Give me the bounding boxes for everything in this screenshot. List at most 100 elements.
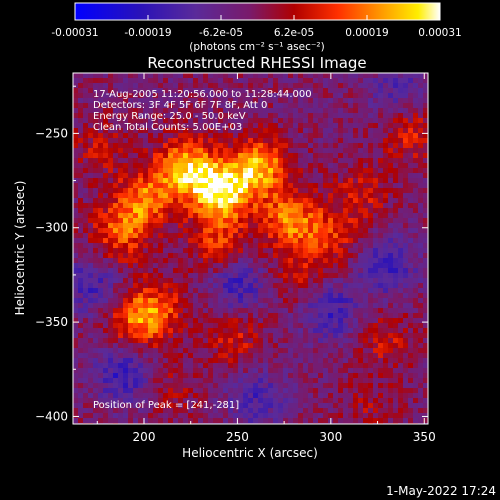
heatmap-cell <box>303 248 308 253</box>
colorbar-ticks: -0.00031 -0.00019 -6.2e-05 6.2e-05 0.00019 0.… <box>51 15 462 39</box>
heatmap-cell <box>188 313 193 318</box>
heatmap-cell <box>248 98 253 103</box>
heatmap-cell <box>178 148 183 153</box>
heatmap-cell <box>103 143 108 148</box>
heatmap-cell <box>198 388 203 393</box>
heatmap-cell <box>318 338 323 343</box>
heatmap-cell <box>128 163 133 168</box>
heatmap-cell <box>158 93 163 98</box>
heatmap-cell <box>283 353 288 358</box>
heatmap-cell <box>353 413 358 418</box>
heatmap-cell <box>283 368 288 373</box>
heatmap-cell <box>238 373 243 378</box>
heatmap-cell <box>268 223 273 228</box>
heatmap-cell <box>403 153 408 158</box>
heatmap-cell <box>188 248 193 253</box>
heatmap-cell <box>308 158 313 163</box>
heatmap-cell <box>343 203 348 208</box>
heatmap-cell <box>183 268 188 273</box>
heatmap-cell <box>288 243 293 248</box>
heatmap-cell <box>133 383 138 388</box>
heatmap-cell <box>373 223 378 228</box>
heatmap-cell <box>373 313 378 318</box>
heatmap-cell <box>253 288 258 293</box>
heatmap-cell <box>293 413 298 418</box>
heatmap-cell <box>168 373 173 378</box>
heatmap-cell <box>353 108 358 113</box>
heatmap-cell <box>413 393 418 398</box>
heatmap-cell <box>333 73 338 78</box>
heatmap-cell <box>113 158 118 163</box>
heatmap-cell <box>128 378 133 383</box>
heatmap-cell <box>173 133 178 138</box>
heatmap-cell <box>293 78 298 83</box>
heatmap-cell <box>208 238 213 243</box>
heatmap-cell <box>148 113 153 118</box>
heatmap-cell <box>158 123 163 128</box>
heatmap-cell <box>148 373 153 378</box>
heatmap-cell <box>303 263 308 268</box>
heatmap-cell <box>403 168 408 173</box>
heatmap-cell <box>113 163 118 168</box>
heatmap-cell <box>333 88 338 93</box>
heatmap-cell <box>73 268 78 273</box>
heatmap-cell <box>313 368 318 373</box>
heatmap-cell <box>153 278 158 283</box>
heatmap-cell <box>388 378 393 383</box>
heatmap-cell <box>353 178 358 183</box>
heatmap-cell <box>213 283 218 288</box>
heatmap-cell <box>158 313 163 318</box>
heatmap-cell <box>408 298 413 303</box>
heatmap-cell <box>168 243 173 248</box>
heatmap-cell <box>288 288 293 293</box>
heatmap-cell <box>143 168 148 173</box>
heatmap-cell <box>283 403 288 408</box>
heatmap-cell <box>93 153 98 158</box>
heatmap-cell <box>173 93 178 98</box>
chart-title: Reconstructed RHESSI Image <box>147 54 366 72</box>
heatmap-cell <box>248 388 253 393</box>
heatmap-cell <box>328 373 333 378</box>
heatmap-cell <box>323 233 328 238</box>
heatmap-cell <box>228 83 233 88</box>
heatmap-cell <box>93 183 98 188</box>
heatmap-cell <box>358 223 363 228</box>
heatmap-cell <box>268 418 273 423</box>
heatmap-cell <box>208 333 213 338</box>
heatmap-cell <box>188 213 193 218</box>
heatmap-cell <box>203 373 208 378</box>
heatmap-cell <box>333 298 338 303</box>
heatmap-cell <box>413 398 418 403</box>
heatmap-cell <box>163 403 168 408</box>
heatmap-cell <box>333 408 338 413</box>
heatmap-cell <box>113 238 118 243</box>
heatmap-cell <box>103 223 108 228</box>
heatmap-cell <box>168 348 173 353</box>
heatmap-cell <box>333 208 338 213</box>
heatmap-cell <box>248 233 253 238</box>
heatmap-cell <box>363 118 368 123</box>
heatmap-cell <box>378 268 383 273</box>
heatmap-cell <box>153 373 158 378</box>
heatmap-cell <box>343 363 348 368</box>
heatmap-cell <box>283 253 288 258</box>
heatmap-cell <box>338 153 343 158</box>
heatmap-cell <box>173 108 178 113</box>
heatmap-cell <box>138 153 143 158</box>
heatmap-cell <box>73 358 78 363</box>
heatmap-cell <box>313 388 318 393</box>
heatmap-cell <box>188 203 193 208</box>
heatmap-cell <box>143 93 148 98</box>
heatmap-cell <box>108 248 113 253</box>
heatmap-cell <box>403 303 408 308</box>
heatmap-cell <box>128 328 133 333</box>
heatmap-cell <box>208 138 213 143</box>
heatmap-cell <box>193 93 198 98</box>
heatmap-cell <box>173 298 178 303</box>
heatmap-cell <box>248 323 253 328</box>
heatmap-cell <box>278 248 283 253</box>
heatmap-cell <box>128 388 133 393</box>
heatmap-cell <box>213 328 218 333</box>
heatmap-cell <box>183 293 188 298</box>
heatmap-cell <box>158 308 163 313</box>
